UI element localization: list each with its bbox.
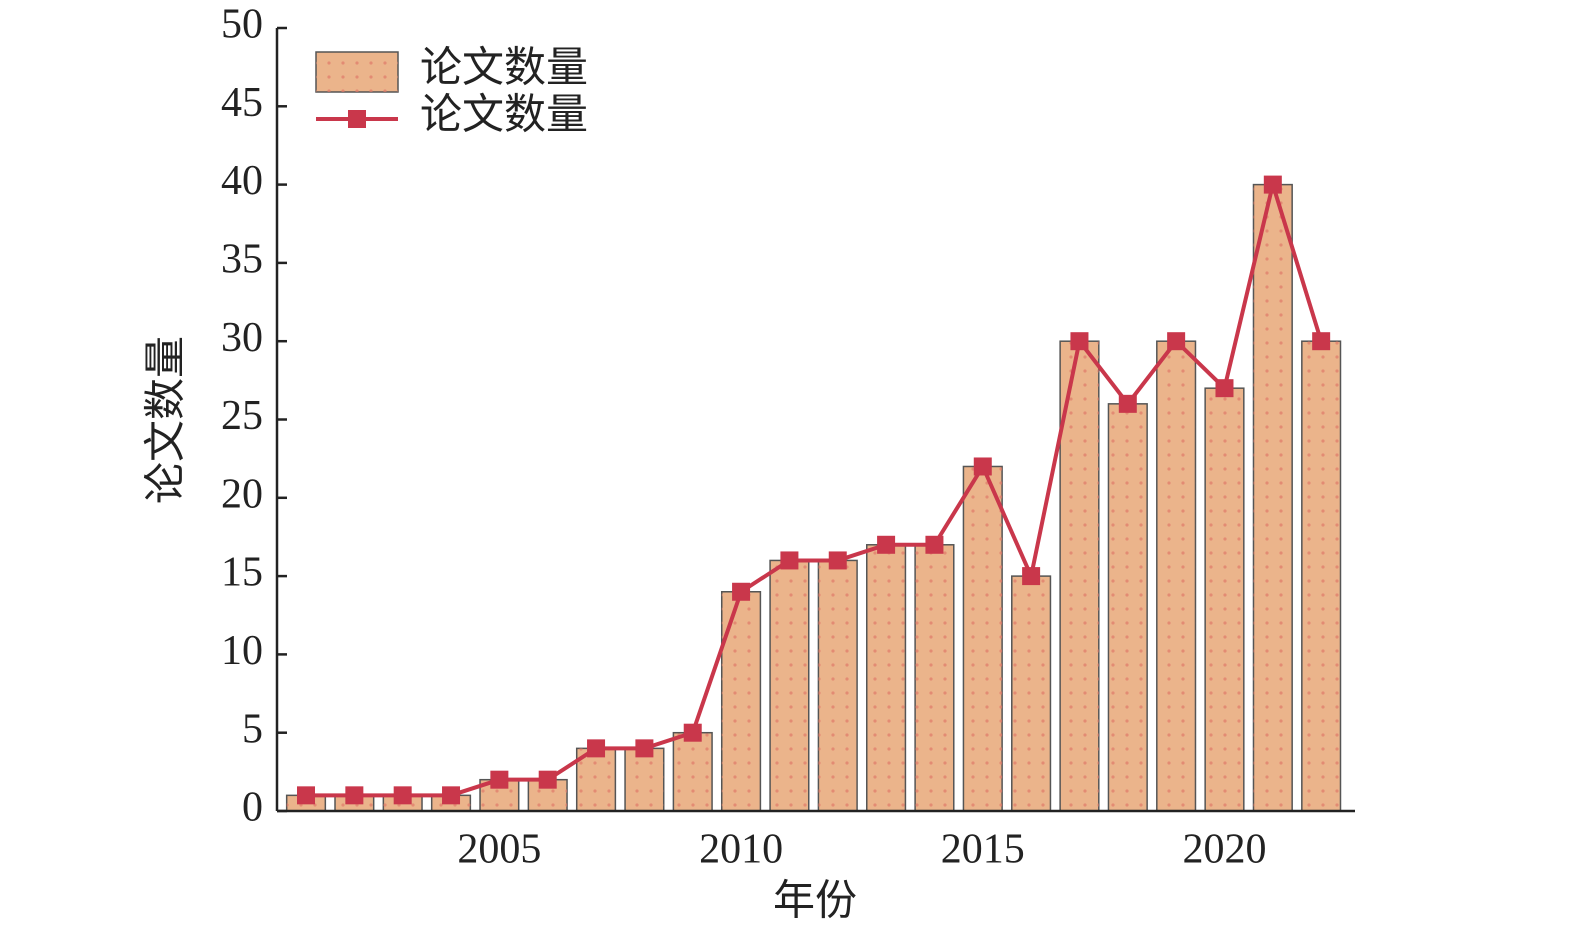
line-marker: [635, 739, 654, 758]
bar-pattern: [721, 591, 761, 811]
y-tick-label: 40: [221, 158, 263, 204]
y-axis-label: 论文数量: [143, 336, 190, 504]
x-tick-label: 2005: [457, 827, 541, 873]
y-tick-label: 50: [221, 2, 263, 48]
bar-pattern: [1205, 388, 1244, 811]
line: [306, 177, 1324, 798]
x-axis-label: 年份: [773, 878, 857, 925]
line-marker: [732, 582, 751, 601]
line-marker: [828, 551, 847, 570]
line-marker: [780, 551, 799, 570]
legend-swatch-pattern: [316, 52, 398, 92]
bar-pattern: [770, 560, 809, 811]
bar-pattern: [1108, 403, 1148, 811]
y-tick-label: 20: [221, 471, 263, 517]
line-marker: [1312, 332, 1331, 351]
line-marker: [877, 535, 896, 554]
line-marker: [1215, 379, 1234, 398]
bar-pattern: [1156, 341, 1196, 811]
y-tick-label: 0: [242, 785, 263, 831]
bar-pattern: [625, 748, 664, 811]
line-marker: [973, 457, 992, 476]
y-tick-label: 15: [221, 550, 263, 596]
y-tick-label: 25: [221, 393, 263, 439]
line-marker: [1263, 175, 1282, 194]
line-marker: [1022, 567, 1041, 586]
line-marker: [925, 535, 944, 554]
x-tick-label: 2015: [941, 827, 1025, 873]
x-tick-label: 2020: [1182, 827, 1266, 873]
bar-pattern: [1301, 341, 1341, 811]
line-marker: [1118, 394, 1137, 413]
line-marker: [490, 770, 509, 789]
bar-pattern: [673, 732, 713, 811]
legend-marker: [348, 110, 366, 128]
x-tick-label: 2010: [699, 827, 783, 873]
y-tick-label: 35: [221, 237, 263, 283]
line-marker: [393, 786, 412, 805]
legend-label: 论文数量: [420, 45, 588, 92]
line-marker: [538, 770, 557, 789]
y-tick-label: 30: [221, 315, 263, 361]
bar-pattern: [866, 544, 906, 811]
bar-pattern: [915, 544, 954, 811]
line-marker: [683, 723, 702, 742]
line-marker: [1070, 332, 1089, 351]
bar-pattern: [1011, 576, 1051, 811]
line-marker: [442, 786, 461, 805]
bar-pattern: [1060, 341, 1099, 811]
y-tick-label: 45: [221, 80, 263, 126]
line-marker: [297, 786, 316, 805]
bar-pattern: [1253, 184, 1293, 812]
bar-pattern: [963, 466, 1003, 811]
bar-pattern: [818, 560, 858, 811]
legend-label: 论文数量: [420, 92, 588, 139]
line-marker: [1167, 332, 1186, 351]
line-marker: [587, 739, 606, 758]
line-marker: [345, 786, 364, 805]
y-tick-label: 10: [221, 628, 263, 674]
y-tick-label: 5: [242, 706, 263, 752]
